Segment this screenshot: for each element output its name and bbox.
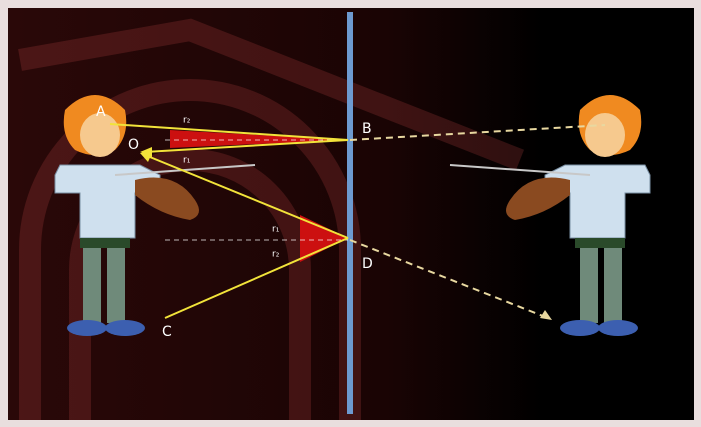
point-label: A	[96, 104, 106, 120]
angle-label: r₂	[183, 116, 191, 126]
angle-label: r₁	[272, 225, 280, 235]
point-label: B	[362, 121, 372, 137]
point-label: O	[128, 137, 139, 153]
point-label: D	[362, 256, 373, 272]
angle-label: r₁	[183, 156, 191, 166]
angle-label: r₂	[272, 250, 280, 260]
rays	[109, 123, 606, 320]
point-label: C	[162, 324, 172, 340]
